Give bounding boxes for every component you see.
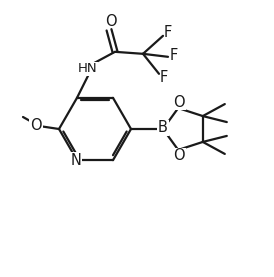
Text: F: F	[170, 48, 178, 63]
Text: N: N	[71, 153, 81, 168]
Text: O: O	[30, 117, 42, 132]
Text: B: B	[158, 120, 168, 135]
Text: F: F	[164, 25, 172, 40]
Text: O: O	[173, 94, 185, 110]
Text: O: O	[173, 148, 185, 163]
Text: HN: HN	[78, 62, 98, 75]
Text: O: O	[105, 14, 117, 29]
Text: F: F	[160, 70, 168, 85]
